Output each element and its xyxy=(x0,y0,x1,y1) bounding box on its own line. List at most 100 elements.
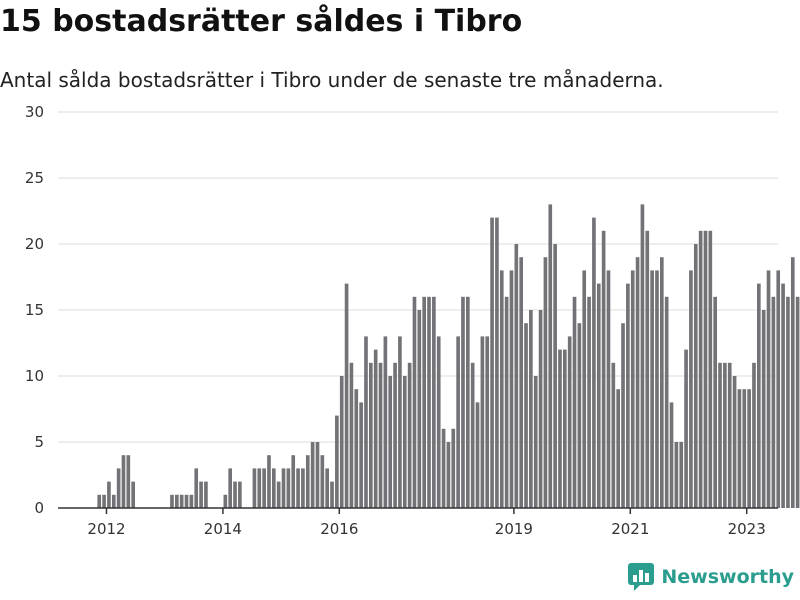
bar xyxy=(179,494,184,508)
bar xyxy=(766,270,771,508)
bar xyxy=(402,376,407,508)
bar xyxy=(655,270,659,508)
bar xyxy=(621,323,625,508)
bar xyxy=(272,468,276,508)
y-axis-tick-labels: 0 5 10 15 20 25 30 xyxy=(25,103,44,517)
bar xyxy=(509,270,514,508)
bar xyxy=(238,481,242,508)
bar xyxy=(587,296,591,508)
y-tick-label: 10 xyxy=(25,367,44,385)
bar xyxy=(771,296,776,508)
bar xyxy=(257,468,262,508)
bar xyxy=(645,230,650,509)
x-tick-label: 2021 xyxy=(611,520,649,538)
bar xyxy=(422,296,426,508)
bar xyxy=(427,296,431,508)
bar xyxy=(790,257,795,508)
bar xyxy=(747,389,751,508)
bar xyxy=(490,217,494,508)
bar xyxy=(723,362,727,508)
bar xyxy=(538,310,543,508)
bar xyxy=(441,428,446,508)
bar xyxy=(757,283,761,508)
bar xyxy=(577,323,582,508)
bar xyxy=(485,336,490,508)
bar xyxy=(548,204,553,508)
bar xyxy=(708,230,713,509)
bar xyxy=(252,468,257,508)
bar xyxy=(553,244,557,508)
bar xyxy=(223,494,228,508)
bar xyxy=(398,336,402,508)
bar xyxy=(310,442,315,508)
y-tick-label: 15 xyxy=(25,301,44,319)
bar-chart: 0 5 10 15 20 25 30 2012 2014 2016 2019 2021 2023 20 2… xyxy=(25,103,800,538)
bar xyxy=(354,389,359,508)
bar xyxy=(786,296,790,508)
bar xyxy=(776,270,781,508)
bar xyxy=(393,362,397,508)
bar xyxy=(761,310,766,508)
bar xyxy=(407,362,412,508)
bar xyxy=(698,230,703,509)
bar xyxy=(558,349,562,508)
bar xyxy=(388,376,393,508)
bar xyxy=(718,362,722,508)
x-tick-label: 2016 xyxy=(320,520,358,538)
bar xyxy=(97,494,102,508)
x-axis-ticks: 2012201420162019202120232025 xyxy=(87,508,766,538)
bar xyxy=(116,468,121,508)
bar xyxy=(640,204,645,508)
brand-logo[interactable]: Newsworthy xyxy=(627,562,794,592)
bar xyxy=(325,468,329,508)
bar xyxy=(359,402,363,508)
bar xyxy=(330,481,334,508)
bar xyxy=(752,362,756,508)
bar xyxy=(276,481,281,508)
y-tick-label: 0 xyxy=(34,499,44,517)
bar xyxy=(121,455,126,508)
bar xyxy=(737,389,742,508)
bar xyxy=(451,428,456,508)
bar xyxy=(499,270,504,508)
bar xyxy=(301,468,305,508)
bar xyxy=(378,362,383,508)
bar xyxy=(369,362,373,508)
bar xyxy=(504,296,509,508)
bar xyxy=(175,494,179,508)
x-tick-label: 2023 xyxy=(728,520,766,538)
bar xyxy=(732,376,737,508)
bar xyxy=(305,455,310,508)
bar xyxy=(563,349,567,508)
bar xyxy=(131,481,135,508)
bar xyxy=(601,230,606,509)
y-tick-label: 5 xyxy=(34,433,44,451)
bar xyxy=(664,296,669,508)
bar xyxy=(470,362,475,508)
bar xyxy=(417,310,422,508)
bar xyxy=(703,230,708,509)
bar xyxy=(650,270,654,508)
bar xyxy=(543,257,548,508)
y-tick-label: 30 xyxy=(25,103,44,121)
bar xyxy=(684,349,688,508)
bar xyxy=(262,468,266,508)
bar xyxy=(335,415,339,508)
bar xyxy=(529,310,533,508)
bar xyxy=(412,296,417,508)
bar xyxy=(679,442,684,508)
bar-chart-logo-icon xyxy=(628,563,655,591)
bar xyxy=(626,283,630,508)
bar xyxy=(674,442,679,508)
bar xyxy=(582,270,587,508)
bar xyxy=(606,270,611,508)
bar xyxy=(466,296,470,508)
bar xyxy=(795,296,800,508)
bar xyxy=(669,402,674,508)
bar xyxy=(635,257,640,508)
bar xyxy=(189,494,194,508)
bar xyxy=(383,336,388,508)
bar xyxy=(572,296,577,508)
bar xyxy=(567,336,572,508)
bar xyxy=(611,362,616,508)
